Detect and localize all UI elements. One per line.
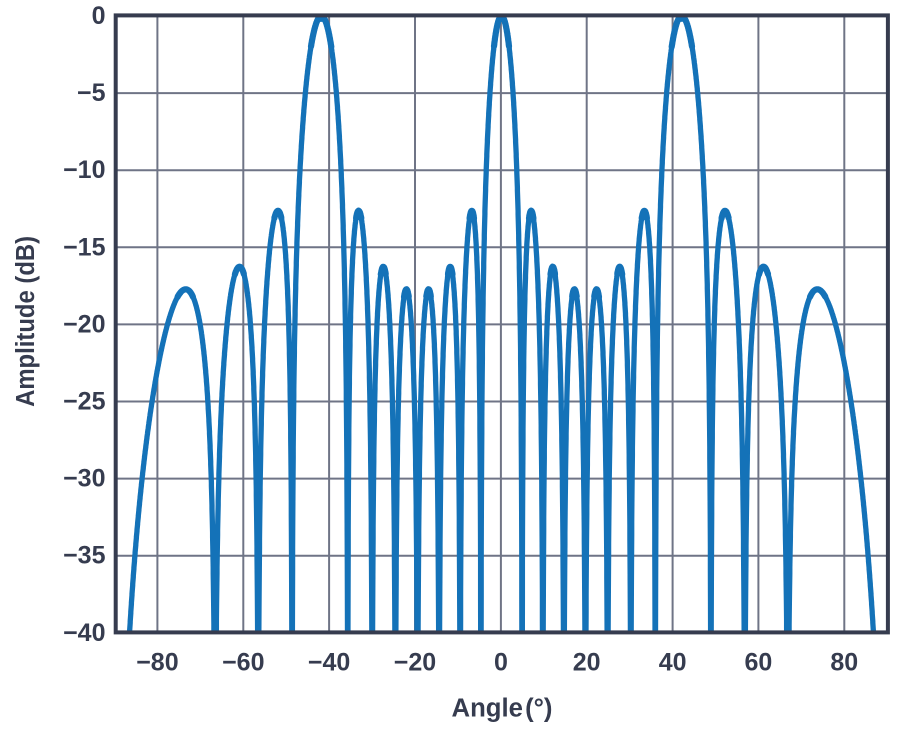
svg-text:−20: −20 <box>63 310 105 338</box>
svg-text:Amplitude (dB): Amplitude (dB) <box>12 236 40 407</box>
svg-text:−60: −60 <box>222 649 264 677</box>
svg-text:−80: −80 <box>136 649 178 677</box>
svg-text:−20: −20 <box>394 649 436 677</box>
svg-text:0: 0 <box>494 649 508 677</box>
svg-text:−30: −30 <box>63 465 105 493</box>
svg-text:−5: −5 <box>77 79 106 107</box>
svg-text:20: 20 <box>573 649 601 677</box>
svg-text:−25: −25 <box>63 388 106 416</box>
svg-text:−35: −35 <box>63 542 106 570</box>
svg-text:0: 0 <box>92 2 106 30</box>
svg-text:−40: −40 <box>308 649 350 677</box>
svg-text:60: 60 <box>744 649 772 677</box>
svg-text:−15: −15 <box>63 233 106 261</box>
svg-text:−10: −10 <box>63 156 105 184</box>
svg-text:40: 40 <box>659 649 687 677</box>
svg-text:−40: −40 <box>63 619 105 647</box>
svg-text:Angle (°): Angle (°) <box>452 695 553 723</box>
svg-text:80: 80 <box>830 649 858 677</box>
